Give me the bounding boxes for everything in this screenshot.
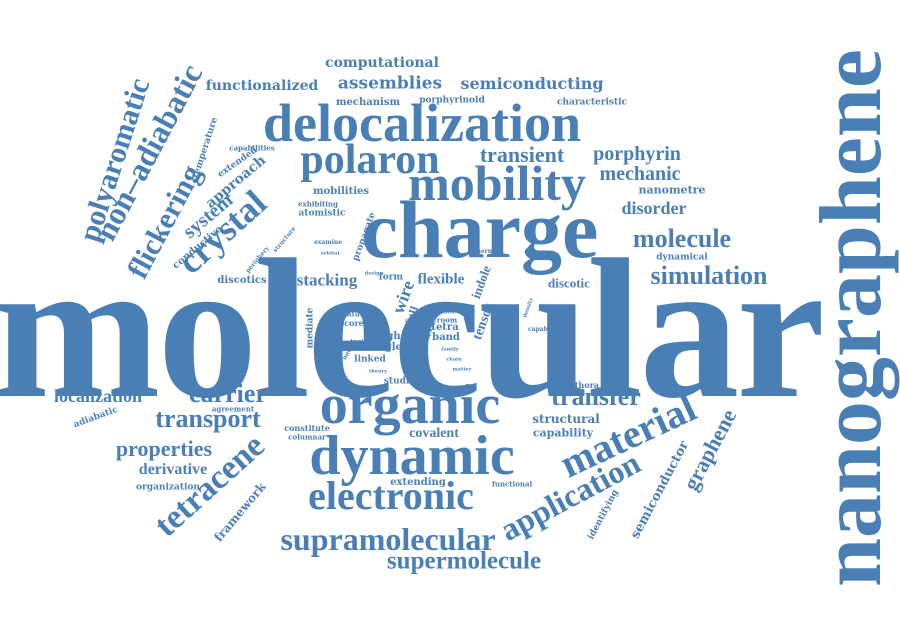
word-mobilities: mobilities [312, 186, 370, 197]
word-carrier: carrier [189, 379, 267, 408]
word-supramolecular: supramolecular [280, 521, 496, 557]
word-mediate: mediate [305, 307, 316, 349]
word-work: work [491, 306, 505, 313]
word-hole: hole [443, 309, 457, 316]
word-transport: transport [155, 404, 261, 433]
word-mobility: mobility [408, 155, 586, 211]
word-organization: organization [136, 482, 200, 493]
word-characteristic: characteristic [556, 97, 628, 108]
word-study: study [347, 302, 363, 309]
word-plethora: plethora [561, 380, 599, 390]
word-flexible: flexible [417, 271, 465, 288]
word-localization: localization [54, 386, 142, 406]
word-stacking: stacking [296, 270, 358, 290]
word-form: form [378, 272, 404, 283]
word-constitute: constitute [284, 423, 330, 433]
word-value: value [496, 323, 512, 330]
word-molecule: molecule [632, 224, 732, 253]
word-supermolecule: supermolecule [386, 547, 542, 575]
word-studies: studies [383, 376, 421, 387]
word-discotic: discotic [548, 275, 590, 291]
word-structural: structural [532, 412, 600, 426]
word-band: band [432, 332, 460, 343]
word-simulation: simulation [650, 261, 768, 290]
word-transient: transient [479, 142, 565, 167]
word-organic: organic [319, 374, 501, 436]
word-disorder: disorder [621, 198, 687, 218]
word-capabilities: capabilities [229, 143, 275, 153]
word-orbital: orbital [320, 250, 340, 257]
word-thermal: thermal [473, 248, 501, 255]
word-charge: charge [361, 184, 599, 275]
word-chain: chain [446, 356, 462, 363]
word-covalent: covalent [409, 426, 459, 441]
word-derivative: derivative [138, 461, 208, 478]
word-design: design [364, 270, 384, 277]
word-electronic: electronic [308, 473, 474, 518]
word-molecular: molecular [0, 219, 825, 440]
word-discotics: discotics [217, 275, 267, 286]
word-time: time [492, 314, 506, 321]
word-transfer: transfer [551, 382, 641, 411]
word-core: core [344, 318, 364, 328]
word-examine: examine [313, 239, 343, 246]
word-nanographene: nanographene [803, 49, 900, 587]
word-agreement: agreement [211, 404, 255, 414]
word-nanometre: nanometre [638, 183, 706, 197]
word-mechanism: mechanism [335, 97, 401, 108]
word-exhibiting: exhibiting [298, 199, 338, 209]
word-capability: capability [532, 426, 594, 440]
word-level: level [350, 338, 364, 345]
word-porphyrinoid: porphyrinoid [419, 95, 485, 106]
word-extending: extending [390, 477, 446, 488]
word-properties: properties [115, 436, 213, 461]
word-functional: functional [491, 479, 533, 489]
word-linked: linked [354, 354, 386, 365]
word-capable: capable [528, 326, 554, 333]
word-polaron: polaron [300, 137, 440, 183]
word-dynamical: dynamical [656, 252, 708, 263]
word-columnar: columnar [288, 432, 326, 442]
word-nature: nature [341, 309, 369, 319]
word-tetra: tetra [431, 322, 459, 333]
word-theory: theory [368, 368, 388, 375]
word-semiconducting: semiconducting [460, 74, 604, 93]
word-delocalization: delocalization [263, 93, 581, 153]
word-porphyrin: porphyrin [593, 143, 681, 165]
word-computational: computational [325, 55, 439, 71]
word-mechanic: mechanic [599, 163, 681, 185]
word-assemblies: assemblies [337, 73, 443, 94]
word-atomistic: atomistic [298, 208, 346, 219]
word-matter: matter [452, 366, 472, 373]
word-room: room [436, 315, 458, 325]
word-functionalized: functionalized [205, 78, 319, 94]
word-high: high [375, 331, 401, 342]
word-dynamic: dynamic [309, 425, 515, 487]
word-single: single [368, 342, 402, 353]
word-family: family [441, 346, 459, 353]
word-temperature: temperature [191, 116, 221, 180]
